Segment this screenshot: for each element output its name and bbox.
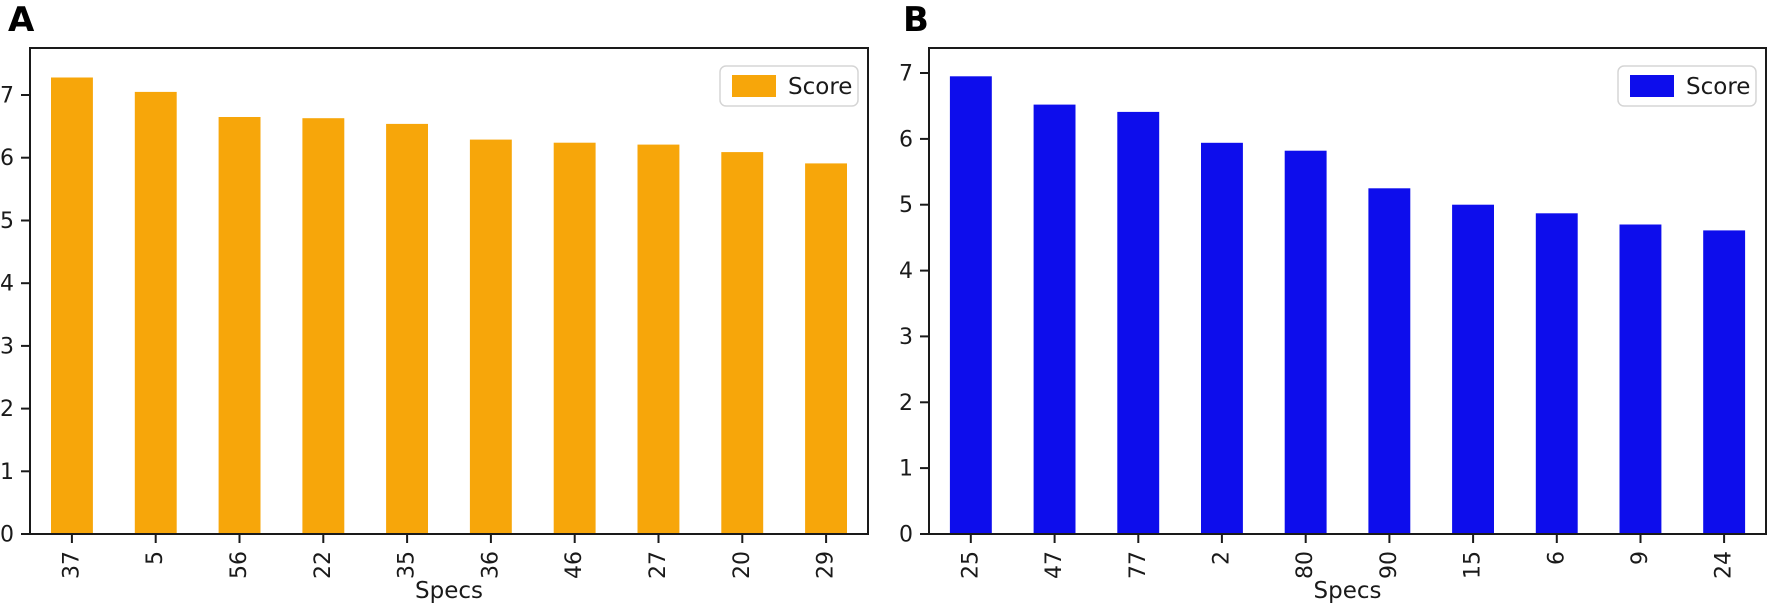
x-tick-label: 46 bbox=[562, 551, 587, 579]
y-tick-label: 2 bbox=[0, 397, 14, 422]
y-tick-label: 1 bbox=[0, 460, 14, 485]
y-tick-label: 7 bbox=[0, 84, 14, 109]
bar-chart-b: 0 1 2 3 4 5 6 7 25 47 77 2 80 90 15 6 9 24 Specs Score bbox=[899, 47, 1767, 604]
panel-b-label: B bbox=[903, 0, 929, 40]
bar bbox=[637, 144, 680, 534]
panel-a-label: A bbox=[8, 0, 35, 40]
x-tick-label: 80 bbox=[1293, 551, 1318, 579]
y-tick-label: 0 bbox=[899, 523, 913, 548]
y-tick-label: 4 bbox=[899, 259, 913, 284]
bar bbox=[805, 163, 847, 534]
x-tick-label: 24 bbox=[1712, 551, 1737, 579]
x-axis-label: Specs bbox=[415, 578, 483, 604]
x-tick-label: 56 bbox=[227, 551, 252, 579]
x-tick-label: 37 bbox=[59, 551, 84, 579]
x-tick-label: 2 bbox=[1209, 551, 1234, 565]
bar bbox=[1452, 204, 1494, 534]
panel-a: 0 1 2 3 4 5 6 7 37 5 56 22 35 36 46 27 20 29 Specs Score A bbox=[0, 0, 869, 604]
x-tick-label: 27 bbox=[646, 551, 671, 579]
bar bbox=[553, 142, 596, 534]
legend-label: Score bbox=[1686, 74, 1750, 100]
x-tick-label: 5 bbox=[143, 551, 168, 565]
x-tick-label: 6 bbox=[1544, 551, 1569, 565]
y-tick-label: 5 bbox=[0, 209, 14, 234]
legend-swatch bbox=[732, 75, 776, 97]
legend-label: Score bbox=[788, 74, 852, 100]
y-tick-label: 3 bbox=[0, 334, 14, 359]
bar bbox=[1117, 111, 1160, 535]
panel-b: 0 1 2 3 4 5 6 7 25 47 77 2 80 90 15 6 9 24 Specs Score B bbox=[886, 0, 1772, 609]
bar bbox=[1619, 224, 1662, 534]
bar bbox=[1284, 150, 1327, 534]
y-tick-label: 6 bbox=[0, 146, 14, 171]
bar bbox=[721, 152, 764, 534]
x-tick-label: 47 bbox=[1042, 551, 1067, 579]
y-tick-label: 7 bbox=[899, 62, 913, 87]
y-tick-label: 3 bbox=[899, 325, 913, 350]
bar bbox=[134, 91, 177, 535]
bar bbox=[1201, 142, 1243, 535]
bar bbox=[218, 117, 261, 534]
bar bbox=[469, 139, 512, 534]
x-tick-label: 36 bbox=[478, 551, 503, 579]
plot-border bbox=[29, 47, 869, 535]
legend-swatch bbox=[1630, 75, 1674, 97]
x-tick-label: 90 bbox=[1377, 551, 1402, 579]
bar bbox=[1535, 213, 1578, 535]
x-tick-label: 15 bbox=[1461, 551, 1486, 579]
y-tick-label: 1 bbox=[899, 457, 913, 482]
bar bbox=[1703, 230, 1746, 534]
bar bbox=[1033, 104, 1076, 534]
x-tick-label: 22 bbox=[311, 551, 336, 579]
bar bbox=[51, 77, 93, 534]
x-tick-label: 35 bbox=[395, 551, 420, 579]
x-tick-label: 9 bbox=[1628, 551, 1653, 565]
y-tick-label: 6 bbox=[899, 127, 913, 152]
bar bbox=[1368, 188, 1411, 535]
bar bbox=[949, 76, 992, 535]
x-tick-label: 29 bbox=[814, 551, 839, 579]
x-axis-label: Specs bbox=[1314, 578, 1382, 604]
bar bbox=[302, 118, 345, 534]
plot-border bbox=[928, 47, 1767, 535]
x-tick-label: 25 bbox=[958, 551, 983, 579]
y-tick-label: 0 bbox=[0, 523, 14, 548]
x-tick-label: 77 bbox=[1126, 551, 1151, 579]
y-tick-label: 5 bbox=[899, 193, 913, 218]
bar bbox=[386, 123, 428, 535]
y-tick-label: 4 bbox=[0, 272, 14, 297]
x-tick-label: 20 bbox=[730, 551, 755, 579]
y-tick-label: 2 bbox=[899, 391, 913, 416]
